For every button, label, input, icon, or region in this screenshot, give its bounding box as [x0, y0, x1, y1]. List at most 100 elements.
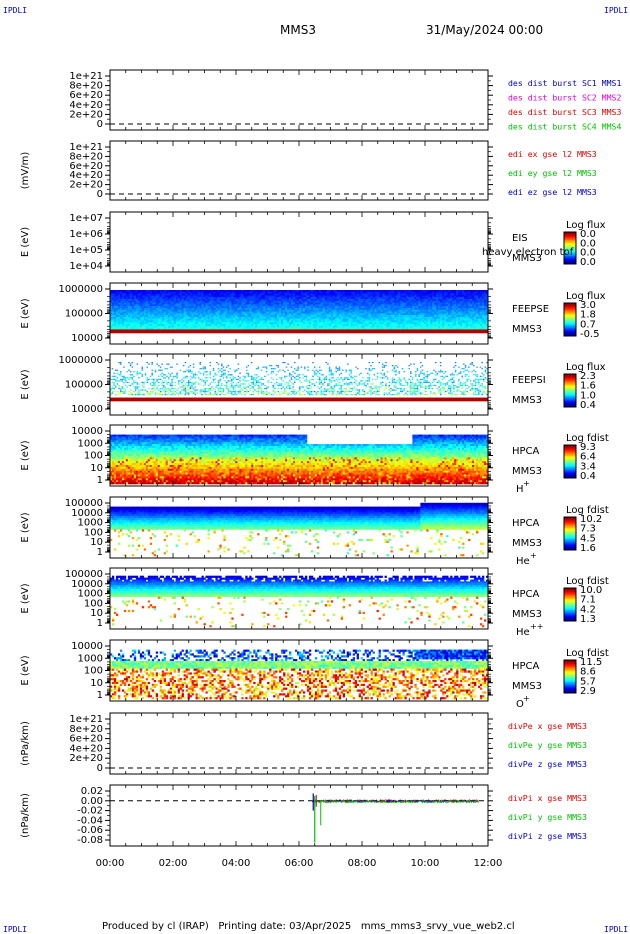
- spectrogram-cell: [356, 307, 359, 311]
- spectrogram-cell: [394, 313, 397, 316]
- spectrogram-cell: [137, 293, 141, 296]
- spectrogram-cell: [241, 302, 244, 305]
- spectrogram-cell: [372, 302, 375, 305]
- spectrogram-cell: [350, 304, 354, 307]
- spectrogram-cell: [444, 324, 447, 327]
- spectrogram-cell: [251, 297, 254, 300]
- spectrogram-cell: [396, 316, 399, 319]
- spectrogram-cell: [318, 325, 322, 328]
- spectrogram-cell: [251, 309, 254, 312]
- spectrogram-cell: [127, 320, 131, 323]
- spectrogram-cell: [444, 290, 447, 293]
- spectrogram-cell: [454, 325, 457, 328]
- spectrogram-cell: [175, 322, 178, 325]
- spectrogram-cell: [287, 311, 290, 314]
- spectrogram-cell: [398, 304, 401, 307]
- spectrogram-cell: [161, 327, 165, 330]
- spectrogram-cell: [320, 315, 324, 318]
- spectrogram-cell: [185, 295, 188, 298]
- spectrogram-cell: [400, 291, 403, 294]
- spectrogram-cell: [161, 297, 165, 300]
- spectrogram-cell: [448, 313, 451, 316]
- spectrogram-cell: [213, 295, 216, 298]
- spectrogram-cell: [330, 300, 334, 303]
- spectrogram-cell: [221, 290, 224, 293]
- spectrogram-cell: [185, 302, 188, 305]
- spectrogram-cell: [450, 325, 453, 328]
- spectrogram-cell: [314, 300, 318, 303]
- spectrogram-cell: [167, 297, 170, 300]
- spectrogram-cell: [478, 318, 481, 321]
- spectrogram-cell: [344, 331, 348, 334]
- spectrogram-cell: [336, 306, 340, 309]
- spectrogram-cell: [281, 320, 284, 323]
- spectrogram-cell: [306, 316, 310, 319]
- spectrogram-cell: [302, 325, 306, 328]
- spectrogram-cell: [418, 318, 421, 321]
- spectrogram-cell: [187, 295, 190, 298]
- spectrogram-cell: [396, 329, 399, 332]
- spectrogram-cell: [169, 322, 172, 325]
- spectrogram-cell: [267, 309, 270, 312]
- spectrogram-cell: [277, 304, 280, 307]
- spectrogram-cell: [440, 295, 443, 298]
- spectrogram-cell: [332, 309, 336, 312]
- spectrogram-cell: [199, 325, 202, 328]
- spectrogram-cell: [366, 300, 369, 303]
- spectrogram-cell: [354, 300, 357, 303]
- spectrogram-cell: [446, 331, 449, 334]
- spectrogram-cell: [271, 290, 274, 293]
- spectrogram-cell: [129, 313, 133, 316]
- spectrogram-cell: [293, 290, 296, 293]
- spectrogram-cell: [131, 325, 135, 328]
- spectrogram-cell: [478, 311, 481, 314]
- spectrogram-cell: [302, 309, 306, 312]
- spectrogram-cell: [121, 293, 125, 296]
- spectrogram-cell: [169, 318, 172, 321]
- spectrogram-cell: [376, 295, 379, 298]
- spectrogram-cell: [354, 320, 357, 323]
- spectrogram-cell: [275, 320, 278, 323]
- spectrogram-cell: [127, 315, 131, 318]
- spectrogram-cell: [322, 329, 326, 332]
- spectrogram-cell: [175, 293, 178, 296]
- spectrogram-cell: [117, 300, 121, 303]
- spectrogram-cell: [394, 298, 397, 302]
- spectrogram-cell: [255, 300, 258, 303]
- spectrogram-cell: [470, 322, 473, 325]
- spectrogram-cell: [396, 325, 399, 328]
- spectrogram-cell: [438, 325, 441, 328]
- spectrogram-cell: [302, 307, 306, 311]
- spectrogram-cell: [340, 313, 344, 316]
- spectrogram-cell: [227, 327, 230, 330]
- spectrogram-cell: [390, 325, 393, 328]
- spectrogram-cell: [464, 327, 467, 330]
- spectrogram-cell: [338, 309, 342, 312]
- spectrogram-cell: [281, 302, 284, 305]
- spectrogram-cell: [422, 331, 425, 334]
- spectrogram-cell: [215, 307, 218, 311]
- spectrogram-cell: [213, 309, 216, 312]
- spectrogram-cell: [432, 327, 435, 330]
- spectrogram-cell: [354, 290, 357, 293]
- spectrogram-cell: [458, 295, 461, 298]
- spectrogram-cell: [145, 313, 149, 316]
- spectrogram-cell: [370, 325, 373, 328]
- spectrogram-cell: [348, 329, 352, 332]
- spectrogram-cell: [233, 318, 236, 321]
- spectrogram-cell: [115, 318, 119, 321]
- spectrogram-cell: [145, 291, 149, 294]
- spectrogram-cell: [428, 331, 431, 334]
- spectrogram-cell: [462, 331, 465, 334]
- spectrogram-cell: [217, 324, 220, 327]
- spectrogram-cell: [388, 325, 391, 328]
- spectrogram-cell: [448, 331, 451, 334]
- spectrogram-cell: [137, 302, 141, 305]
- spectrogram-cell: [362, 300, 365, 303]
- spectrogram-cell: [366, 309, 369, 312]
- spectrogram-cell: [257, 306, 260, 309]
- spectrogram-cell: [474, 327, 477, 330]
- spectrogram-cell: [366, 306, 369, 309]
- spectrogram-cell: [163, 313, 167, 316]
